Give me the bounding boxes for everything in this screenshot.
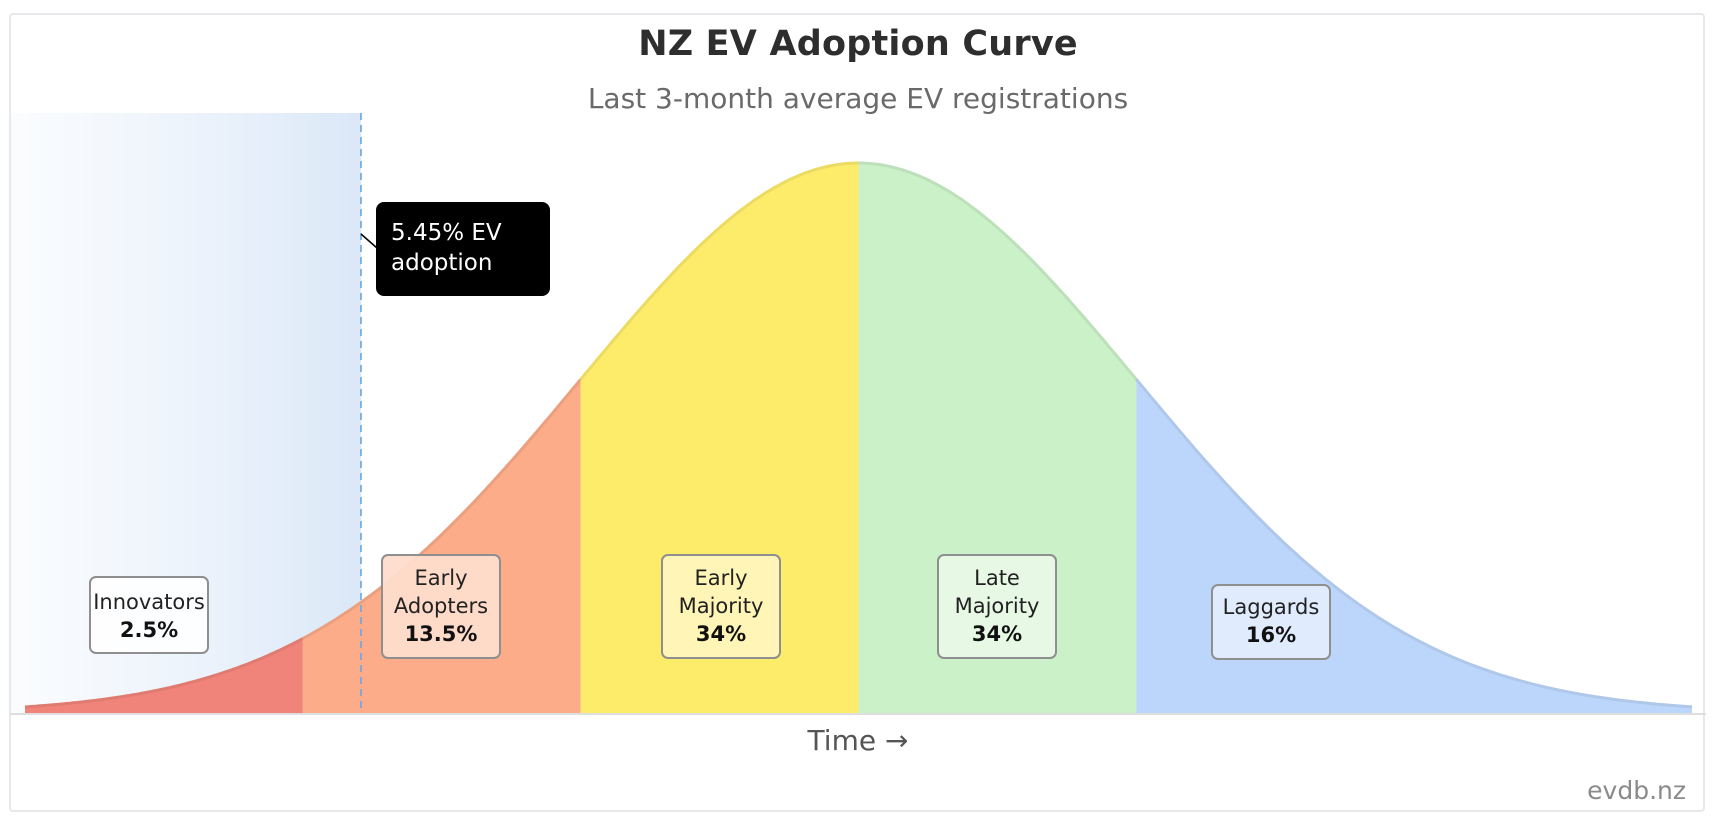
segment-name: Early Majority [678,566,764,618]
brand-watermark: evdb.nz [1587,776,1686,805]
segment-label-innovators: Innovators 2.5% [89,576,209,654]
segment-name: Innovators [93,590,205,614]
segment-edge-late-majority [858,161,1138,381]
segment-percent: 34% [971,622,1023,646]
segment-percent: 13.5% [404,622,478,646]
segment-label-laggards: Laggards 16% [1211,584,1331,660]
segment-percent: 16% [1245,623,1297,647]
segment-area-innovators [25,638,303,713]
segment-name: Early Adopters [393,566,489,618]
callout-connector [360,233,378,249]
segment-edge-early-majority [579,161,859,381]
segment-name: Late Majority [954,566,1040,618]
segment-edge-laggards [1135,378,1693,709]
segment-area-early-majority [580,163,859,713]
chart-title: NZ EV Adoption Curve [638,24,1078,64]
segment-edge-innovators [24,637,304,709]
segment-label-early-adopters: Early Adopters 13.5% [381,554,501,659]
x-axis-label: Time → [807,724,909,757]
adoption-callout: 5.45% EV adoption [376,202,550,296]
segment-percent: 34% [695,622,747,646]
segment-edge-early-adopters [302,378,582,640]
chart-subtitle: Last 3-month average EV registrations [587,82,1129,115]
segment-label-late-majority: Late Majority 34% [937,554,1057,659]
segment-area-laggards [1136,379,1692,713]
segment-name: Laggards [1222,595,1320,619]
segment-label-early-majority: Early Majority 34% [661,554,781,659]
segment-area-late-majority [858,163,1137,713]
segment-percent: 2.5% [119,618,179,642]
curve-segments [24,161,1693,713]
